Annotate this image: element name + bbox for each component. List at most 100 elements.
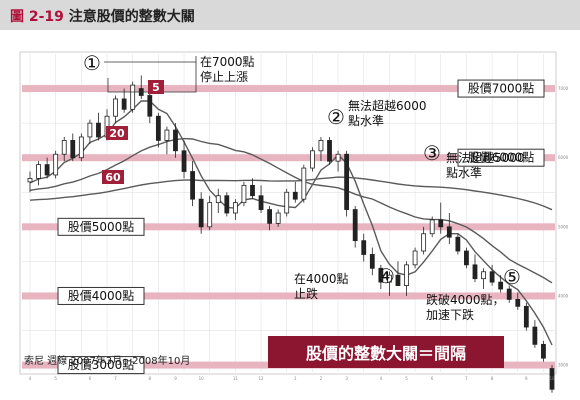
annotation-text: 點水準: [348, 113, 384, 128]
x-tick-label: 12: [259, 376, 265, 381]
axis-ticks: 4 5 6 7 8 9 10 11 12 1 2 3 4 5 6 7 8 9 1070006000500040003…: [29, 86, 569, 381]
ma-badge: [102, 170, 124, 184]
x-tick-label: 3: [345, 376, 348, 381]
candle-body-up: [113, 98, 118, 117]
candle: [275, 209, 281, 227]
candle-body-down: [369, 254, 375, 269]
candle: [96, 112, 101, 141]
figure-number: 圖 2-19: [10, 9, 64, 25]
candle: [352, 206, 358, 248]
candle-body-up: [404, 264, 409, 286]
ma-badge: [148, 80, 164, 94]
candle-body-down: [378, 267, 384, 283]
y-tick-label: 7000: [558, 86, 569, 91]
candle-body-up: [309, 150, 315, 169]
candle: [78, 133, 84, 162]
candle-body-down: [327, 140, 332, 162]
candle-body-down: [361, 240, 367, 255]
candle: [224, 192, 230, 217]
candle-body-down: [292, 191, 298, 200]
candle-body-down: [224, 195, 230, 214]
price-level-label: 股價7000點: [468, 82, 535, 96]
x-tick-label: 9: [174, 376, 177, 381]
price-level-band: [22, 223, 555, 231]
candle: [164, 126, 170, 155]
price-level-box: [457, 79, 545, 98]
candle-body-down: [532, 326, 538, 345]
candle-body-down: [250, 184, 255, 197]
candle: [395, 261, 401, 286]
x-tick-label: 1: [294, 376, 297, 381]
price-level-label: 股價5000點: [68, 220, 135, 234]
candle-body-down: [395, 274, 401, 286]
annotation-marker: ⑤: [503, 265, 521, 289]
candle-body-down: [549, 368, 555, 390]
candle: [207, 195, 213, 231]
candle-body-down: [121, 98, 127, 110]
ma-badges: 5 20 60: [102, 80, 164, 184]
price-level-band: [22, 154, 555, 162]
candle: [515, 292, 521, 310]
candle: [258, 185, 264, 213]
candle: [404, 261, 409, 296]
candle: [309, 147, 315, 172]
ma-20-line: [29, 137, 553, 284]
candle-body-down: [181, 150, 187, 172]
candle: [489, 264, 495, 286]
annotation-marker: ②: [327, 105, 345, 129]
candle-body-up: [318, 140, 324, 152]
candle-body-down: [446, 226, 452, 238]
candle: [446, 213, 452, 245]
candle: [53, 150, 59, 179]
candle-body-up: [335, 153, 341, 162]
x-tick-label: 10: [549, 376, 555, 381]
candle: [429, 216, 435, 238]
x-tick-label: 7: [465, 376, 468, 381]
candle: [523, 302, 529, 331]
y-tick-label: 4000: [558, 293, 569, 298]
candle-body-down: [472, 264, 478, 280]
x-tick-label: 6: [431, 376, 434, 381]
x-tick-label: 6: [89, 376, 92, 381]
annotation-marker: ③: [423, 141, 441, 165]
y-tick-label: 6000: [558, 155, 569, 160]
candle: [130, 81, 136, 113]
candle: [155, 112, 161, 148]
y-tick-label: 3000: [558, 363, 569, 368]
candle: [232, 199, 238, 220]
candle: [506, 285, 512, 303]
candle-body-up: [481, 271, 486, 280]
moving-averages: [29, 100, 553, 346]
candle: [147, 92, 153, 124]
annotation-text: 加速下跌: [426, 307, 474, 322]
candle-body-down: [506, 288, 512, 300]
source-note: 索尼 週線 2007年3月～2008年10月: [24, 354, 190, 367]
x-tick-label: 7: [114, 376, 117, 381]
candle-body-down: [498, 281, 504, 290]
annotation-text: 點水準: [446, 165, 482, 180]
ma-60-line: [29, 176, 553, 211]
candle: [361, 233, 367, 262]
candle: [344, 150, 350, 217]
candle-body-up: [284, 191, 290, 214]
x-tick-label: 9: [525, 376, 528, 381]
candle: [70, 133, 76, 162]
candle: [215, 188, 221, 213]
candle: [498, 275, 504, 293]
candle: [369, 247, 375, 276]
ma-badge-label: 60: [105, 171, 121, 184]
price-level-box: [57, 356, 145, 375]
x-tick-label: 10: [199, 376, 205, 381]
x-tick-label: 5: [54, 376, 57, 381]
candle: [36, 161, 41, 186]
candle: [335, 150, 341, 172]
candle: [464, 247, 469, 269]
price-level-band: [22, 85, 555, 93]
candle-body-down: [198, 198, 204, 228]
candles: [27, 75, 555, 393]
candle-body-up: [61, 140, 67, 155]
x-tick-label: 11: [233, 376, 239, 381]
candle-body-down: [147, 95, 153, 117]
x-tick-label: 8: [149, 376, 152, 381]
